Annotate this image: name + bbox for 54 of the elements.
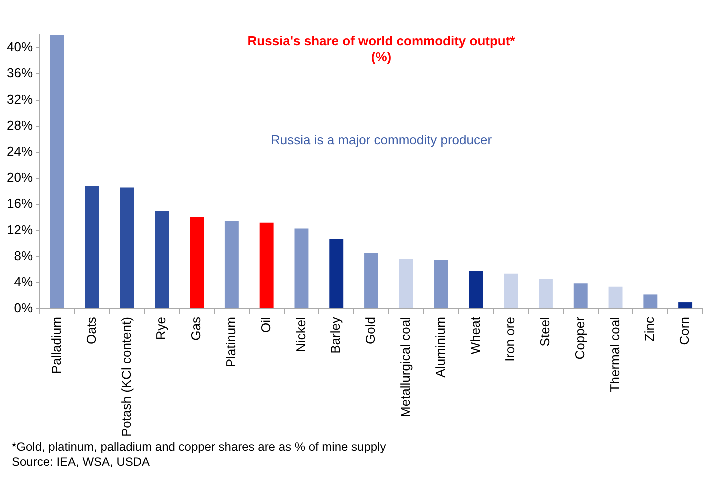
y-tick-label: 12%	[6, 222, 34, 238]
bar	[85, 186, 100, 309]
text: *Gold, platinum, palladium and copper shares are as % of mine supply	[12, 440, 386, 455]
bar	[644, 294, 658, 309]
x-tick-label: Iron ore	[502, 317, 518, 362]
x-tick-label: Gas	[188, 316, 204, 341]
x-tick-label: Oats	[84, 316, 99, 345]
bar	[120, 188, 134, 309]
y-tick-label: 36%	[6, 66, 34, 81]
bar	[504, 274, 518, 309]
x-tick-label: Steel	[538, 316, 553, 347]
x-tick-label: Aluminium	[432, 317, 448, 378]
bar	[330, 239, 344, 309]
y-tick-label: 16%	[6, 196, 34, 212]
x-tick-label: Nickel	[293, 316, 308, 352]
y-tick-label: 0%	[14, 300, 34, 316]
text: (%)	[371, 50, 392, 65]
bar	[364, 252, 378, 309]
x-tick-label: Barley	[328, 316, 344, 354]
bar	[469, 271, 484, 309]
y-tick-label: 28%	[6, 118, 34, 133]
source-note: Source: IEA, WSA, USDA	[12, 455, 152, 470]
y-tick-label: 24%	[6, 144, 34, 160]
bar	[224, 220, 239, 309]
x-tick-label: Palladium	[49, 317, 64, 374]
bar	[190, 217, 204, 309]
bar	[260, 222, 274, 309]
y-tick-label: 4%	[14, 274, 34, 290]
x-tick-label: Zinc	[642, 316, 658, 342]
x-tick-label: Platinum	[224, 317, 239, 368]
y-tick-label: 32%	[6, 92, 34, 107]
x-tick-label: Oil	[258, 316, 274, 333]
y-tick-label: 40%	[6, 40, 34, 55]
bar	[434, 260, 448, 309]
x-tick-label: Metallurgical coal	[398, 316, 413, 418]
bar	[399, 259, 414, 309]
y-tick-label: 8%	[14, 248, 34, 264]
bar	[294, 228, 309, 309]
x-tick-label: Gold	[363, 317, 378, 345]
bar	[539, 279, 553, 309]
bar	[608, 286, 623, 309]
bar	[574, 284, 588, 309]
x-tick-label: Thermal coal	[607, 316, 622, 392]
x-tick-label: Wheat	[468, 316, 483, 355]
x-tick-label: Potash (KCl content)	[118, 317, 134, 438]
bar	[50, 35, 64, 309]
annotation: Russia is a major commodity producer	[270, 132, 493, 148]
x-tick-label: Corn	[677, 317, 692, 346]
chart-title: Russia's share of world commodity output*	[248, 34, 516, 49]
x-tick-label: Rye	[154, 317, 169, 340]
bar	[678, 302, 693, 309]
y-tick-label: 20%	[6, 170, 34, 186]
x-tick-label: Copper	[572, 316, 588, 360]
bar	[155, 211, 170, 309]
